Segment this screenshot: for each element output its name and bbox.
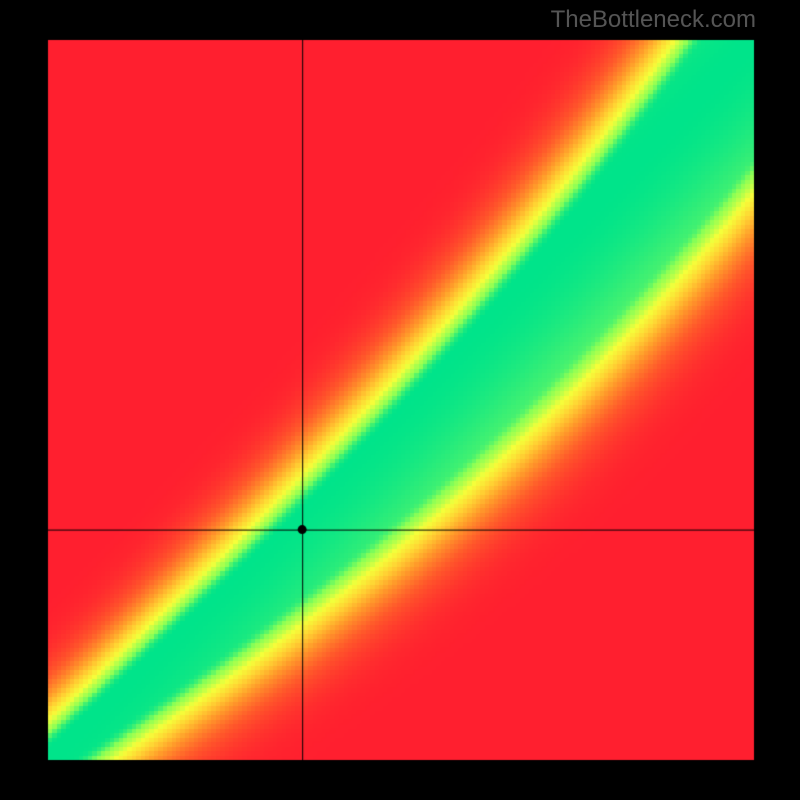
bottleneck-heatmap: [0, 0, 800, 800]
watermark-text: TheBottleneck.com: [551, 6, 756, 34]
chart-container: TheBottleneck.com: [0, 0, 800, 800]
